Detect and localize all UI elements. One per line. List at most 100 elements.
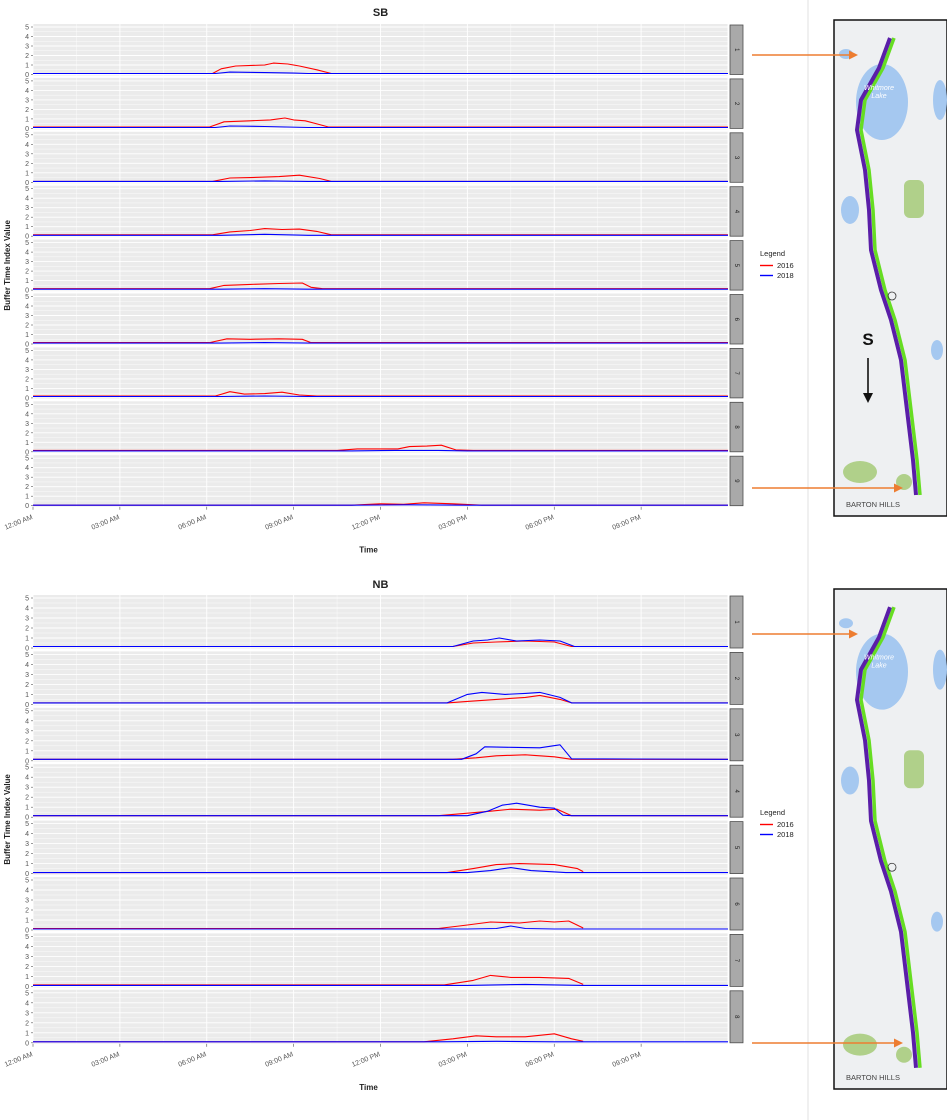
series-line-2018	[33, 744, 729, 760]
x-tick-label: 12:00 PM	[351, 1051, 382, 1069]
series-line-2016	[33, 974, 584, 986]
x-tick-label: 12:00 PM	[351, 514, 382, 532]
y-tick-label: 3	[25, 785, 29, 792]
park-shape	[896, 474, 912, 490]
y-tick-label: 4	[25, 662, 29, 669]
map-bottom-label: BARTON HILLS	[846, 500, 900, 509]
y-tick-label: 5	[25, 240, 29, 247]
y-tick-label: 3	[25, 151, 29, 158]
y-tick-label: 0	[25, 928, 29, 935]
series-line-2018	[33, 395, 728, 398]
facet-1: 0 1 2 3 4 5 1	[25, 24, 744, 79]
series-line-2018	[33, 449, 728, 452]
facet-strip-label: 8	[733, 425, 739, 429]
x-tick-label: 09:00 PM	[611, 1051, 642, 1069]
facet-6: 0 1 2 3 4 5 6	[25, 293, 744, 349]
water-shape	[841, 196, 859, 224]
series-line-2018	[33, 1040, 728, 1043]
series-line-2016	[33, 808, 728, 817]
y-axis-label: Buffer Time Index Value	[3, 220, 12, 311]
x-tick-label: 12:00 AM	[4, 514, 34, 532]
facet-strip	[729, 595, 744, 649]
facet-3: 0 1 2 3 4 5 3	[25, 131, 744, 187]
route-line-northbound	[859, 37, 922, 496]
y-tick-label: 0	[25, 984, 29, 991]
legend-label-2018: 2018	[777, 830, 794, 839]
y-tick-label: 4	[25, 357, 29, 364]
facet-4: 0 1 2 3 4 5 4	[25, 764, 744, 822]
x-tick-label: 12:00 AM	[4, 1051, 34, 1069]
facet-2: 0 1 2 3 4 5 2	[25, 651, 744, 709]
legend-title: Legend	[760, 249, 785, 258]
x-tick-label: 09:00 PM	[611, 514, 642, 532]
y-tick-label: 5	[25, 934, 29, 941]
y-tick-label: 5	[25, 990, 29, 997]
y-tick-label: 5	[25, 348, 29, 355]
facet-strip-label: 1	[733, 48, 739, 52]
y-tick-label: 2	[25, 682, 29, 689]
legend-title: Legend	[760, 808, 785, 817]
y-tick-label: 0	[25, 758, 29, 765]
facet-strip-label: 4	[733, 790, 739, 794]
facet-strip-label: 5	[733, 846, 739, 850]
interchange-icon	[887, 291, 897, 301]
facet-strip-label: 7	[733, 959, 739, 963]
y-tick-label: 1	[25, 974, 29, 981]
facet-5: 0 1 2 3 4 5 5	[25, 820, 744, 878]
y-tick-label: 0	[25, 234, 29, 241]
y-tick-label: 2	[25, 376, 29, 383]
y-tick-label: 3	[25, 313, 29, 320]
y-tick-label: 0	[25, 646, 29, 653]
facet-4: 0 1 2 3 4 5 4	[25, 185, 744, 241]
y-tick-label: 2	[25, 738, 29, 745]
y-tick-label: 0	[25, 126, 29, 133]
facet-strip	[729, 877, 744, 931]
facet-strip	[729, 708, 744, 762]
y-tick-label: 2	[25, 215, 29, 222]
route-line-southbound	[855, 37, 918, 496]
facet-strip-label: 7	[733, 371, 739, 375]
facet-strip-label: 3	[733, 156, 739, 160]
series-line-2016	[33, 920, 584, 930]
facet-strip	[729, 78, 744, 129]
y-tick-label: 1	[25, 440, 29, 447]
pointer-arrowhead-icon	[849, 50, 858, 60]
y-tick-label: 5	[25, 821, 29, 828]
y-tick-label: 3	[25, 898, 29, 905]
facet-strip-label: 3	[733, 733, 739, 737]
y-tick-label: 2	[25, 851, 29, 858]
y-tick-label: 0	[25, 815, 29, 822]
series-line-2018	[33, 342, 728, 344]
y-tick-label: 4	[25, 465, 29, 472]
y-tick-label: 4	[25, 250, 29, 257]
x-axis-label: Time	[359, 546, 378, 555]
x-tick-label: 03:00 PM	[438, 514, 469, 532]
y-tick-label: 2	[25, 795, 29, 802]
series-line-2018	[33, 983, 728, 986]
series-line-2018	[33, 802, 728, 817]
series-line-2018	[33, 867, 728, 874]
facet-strip	[729, 186, 744, 237]
x-tick-label: 06:00 AM	[177, 514, 207, 532]
y-tick-label: 0	[25, 395, 29, 402]
y-tick-label: 3	[25, 841, 29, 848]
y-tick-label: 4	[25, 304, 29, 311]
y-tick-label: 0	[25, 180, 29, 187]
route-line-northbound	[859, 606, 922, 1068]
y-tick-label: 1	[25, 332, 29, 339]
y-tick-label: 4	[25, 888, 29, 895]
y-tick-label: 5	[25, 708, 29, 715]
y-tick-label: 3	[25, 672, 29, 679]
map-place-label: Whitmore Lake	[864, 85, 894, 100]
x-tick-label: 03:00 PM	[438, 1051, 469, 1069]
y-tick-label: 0	[25, 288, 29, 295]
y-tick-label: 3	[25, 954, 29, 961]
y-tick-label: 5	[25, 186, 29, 193]
facet-7: 0 1 2 3 4 5 7	[25, 933, 744, 991]
map-bottom-label: BARTON HILLS	[846, 1073, 900, 1082]
y-tick-label: 0	[25, 503, 29, 510]
facet-strip-label: 6	[733, 902, 739, 906]
direction-label: S	[862, 330, 873, 349]
